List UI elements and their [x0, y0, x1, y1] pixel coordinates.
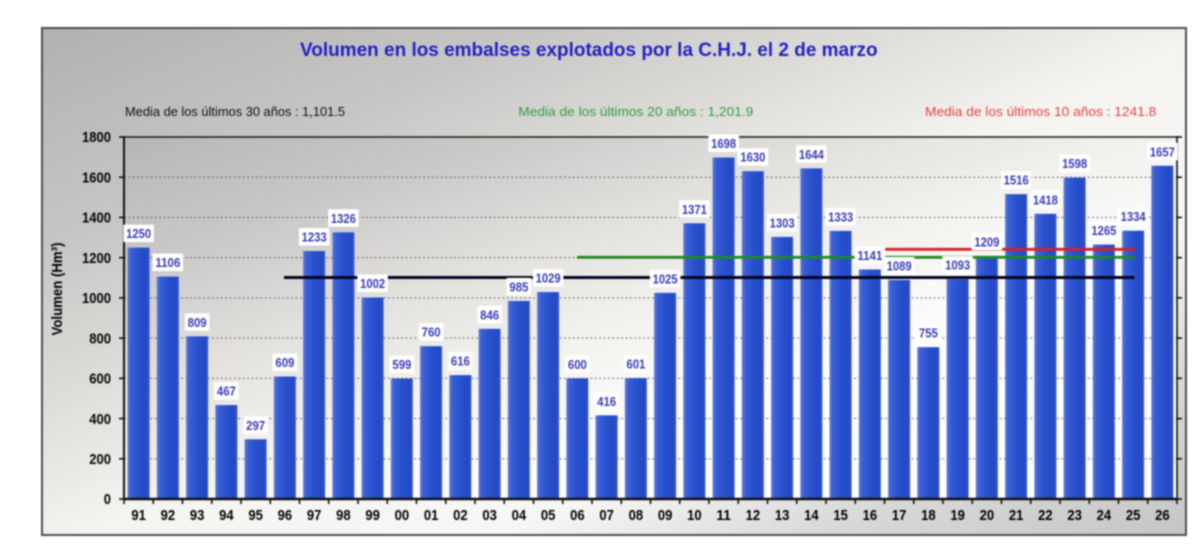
svg-text:Volumen (Hm³): Volumen (Hm³)	[49, 243, 66, 336]
svg-text:92: 92	[161, 507, 176, 524]
svg-text:1000: 1000	[82, 290, 111, 307]
svg-text:1400: 1400	[82, 210, 111, 227]
svg-text:94: 94	[219, 507, 234, 524]
svg-text:1800: 1800	[82, 129, 111, 146]
svg-text:25: 25	[1126, 507, 1141, 524]
svg-text:1333: 1333	[828, 209, 853, 224]
svg-text:1516: 1516	[1004, 173, 1029, 188]
svg-text:809: 809	[188, 315, 207, 330]
svg-text:1598: 1598	[1062, 156, 1087, 171]
svg-text:Media de los últimos 30 años :: Media de los últimos 30 años : 1,101.5	[125, 105, 345, 119]
svg-text:755: 755	[919, 326, 938, 341]
svg-text:10: 10	[687, 507, 702, 524]
svg-text:600: 600	[568, 357, 587, 372]
svg-text:14: 14	[804, 507, 819, 524]
svg-text:02: 02	[453, 507, 468, 524]
svg-text:1029: 1029	[536, 271, 561, 286]
svg-text:22: 22	[1038, 507, 1053, 524]
svg-text:91: 91	[131, 507, 146, 524]
svg-text:16: 16	[863, 507, 878, 524]
svg-text:15: 15	[833, 507, 848, 524]
svg-text:200: 200	[89, 451, 111, 468]
svg-text:760: 760	[422, 325, 441, 340]
svg-text:13: 13	[775, 507, 790, 524]
svg-text:09: 09	[658, 507, 673, 524]
svg-text:1265: 1265	[1091, 223, 1116, 238]
svg-text:1600: 1600	[82, 169, 111, 186]
svg-text:1141: 1141	[857, 248, 882, 263]
svg-text:07: 07	[599, 507, 614, 524]
svg-text:416: 416	[597, 394, 616, 409]
svg-text:1209: 1209	[974, 234, 999, 249]
svg-text:601: 601	[626, 357, 645, 372]
svg-text:1657: 1657	[1150, 144, 1175, 159]
svg-text:00: 00	[395, 507, 410, 524]
svg-text:0: 0	[104, 491, 111, 508]
svg-text:1002: 1002	[360, 276, 385, 291]
svg-text:846: 846	[480, 307, 499, 322]
svg-text:12: 12	[746, 507, 761, 524]
svg-text:600: 600	[89, 371, 111, 388]
svg-text:96: 96	[278, 507, 293, 524]
svg-text:20: 20	[980, 507, 995, 524]
svg-text:1303: 1303	[770, 215, 795, 230]
svg-text:1025: 1025	[653, 271, 678, 286]
svg-text:800: 800	[89, 330, 111, 347]
svg-text:Media de los últimos 20 años :: Media de los últimos 20 años : 1,201.9	[518, 105, 753, 119]
svg-text:467: 467	[217, 384, 236, 399]
svg-text:609: 609	[275, 355, 294, 370]
svg-text:599: 599	[392, 357, 411, 372]
svg-text:400: 400	[89, 411, 111, 428]
svg-text:98: 98	[336, 507, 351, 524]
svg-text:11: 11	[716, 507, 731, 524]
svg-text:1106: 1106	[155, 255, 180, 270]
svg-text:1233: 1233	[302, 230, 327, 245]
svg-text:1698: 1698	[711, 136, 736, 151]
svg-text:1093: 1093	[945, 258, 970, 273]
svg-text:1200: 1200	[82, 250, 111, 267]
svg-text:05: 05	[541, 507, 556, 524]
svg-text:1334: 1334	[1121, 209, 1147, 224]
svg-text:985: 985	[509, 279, 528, 294]
svg-text:23: 23	[1067, 507, 1082, 524]
svg-text:297: 297	[246, 418, 265, 433]
svg-text:Volumen en los embalses explot: Volumen en los embalses explotados por l…	[300, 40, 878, 61]
svg-text:17: 17	[892, 507, 907, 524]
svg-text:04: 04	[512, 507, 527, 524]
svg-text:21: 21	[1009, 507, 1024, 524]
svg-text:1630: 1630	[740, 150, 765, 165]
svg-text:1089: 1089	[887, 258, 912, 273]
svg-text:18: 18	[921, 507, 936, 524]
svg-text:26: 26	[1155, 507, 1170, 524]
svg-text:95: 95	[248, 507, 263, 524]
svg-text:1418: 1418	[1033, 192, 1058, 207]
svg-text:01: 01	[424, 507, 439, 524]
svg-text:1371: 1371	[682, 202, 707, 217]
svg-text:99: 99	[365, 507, 380, 524]
svg-text:1644: 1644	[799, 147, 825, 162]
svg-text:97: 97	[307, 507, 322, 524]
svg-text:03: 03	[482, 507, 497, 524]
svg-text:08: 08	[629, 507, 644, 524]
svg-text:24: 24	[1097, 507, 1112, 524]
svg-text:1250: 1250	[126, 226, 151, 241]
svg-text:93: 93	[190, 507, 205, 524]
svg-text:Media de los últimos 10 años :: Media de los últimos 10 años : 1241.8	[925, 105, 1156, 119]
svg-text:06: 06	[570, 507, 585, 524]
svg-text:1326: 1326	[331, 211, 356, 226]
svg-text:19: 19	[950, 507, 965, 524]
svg-text:616: 616	[451, 354, 470, 369]
